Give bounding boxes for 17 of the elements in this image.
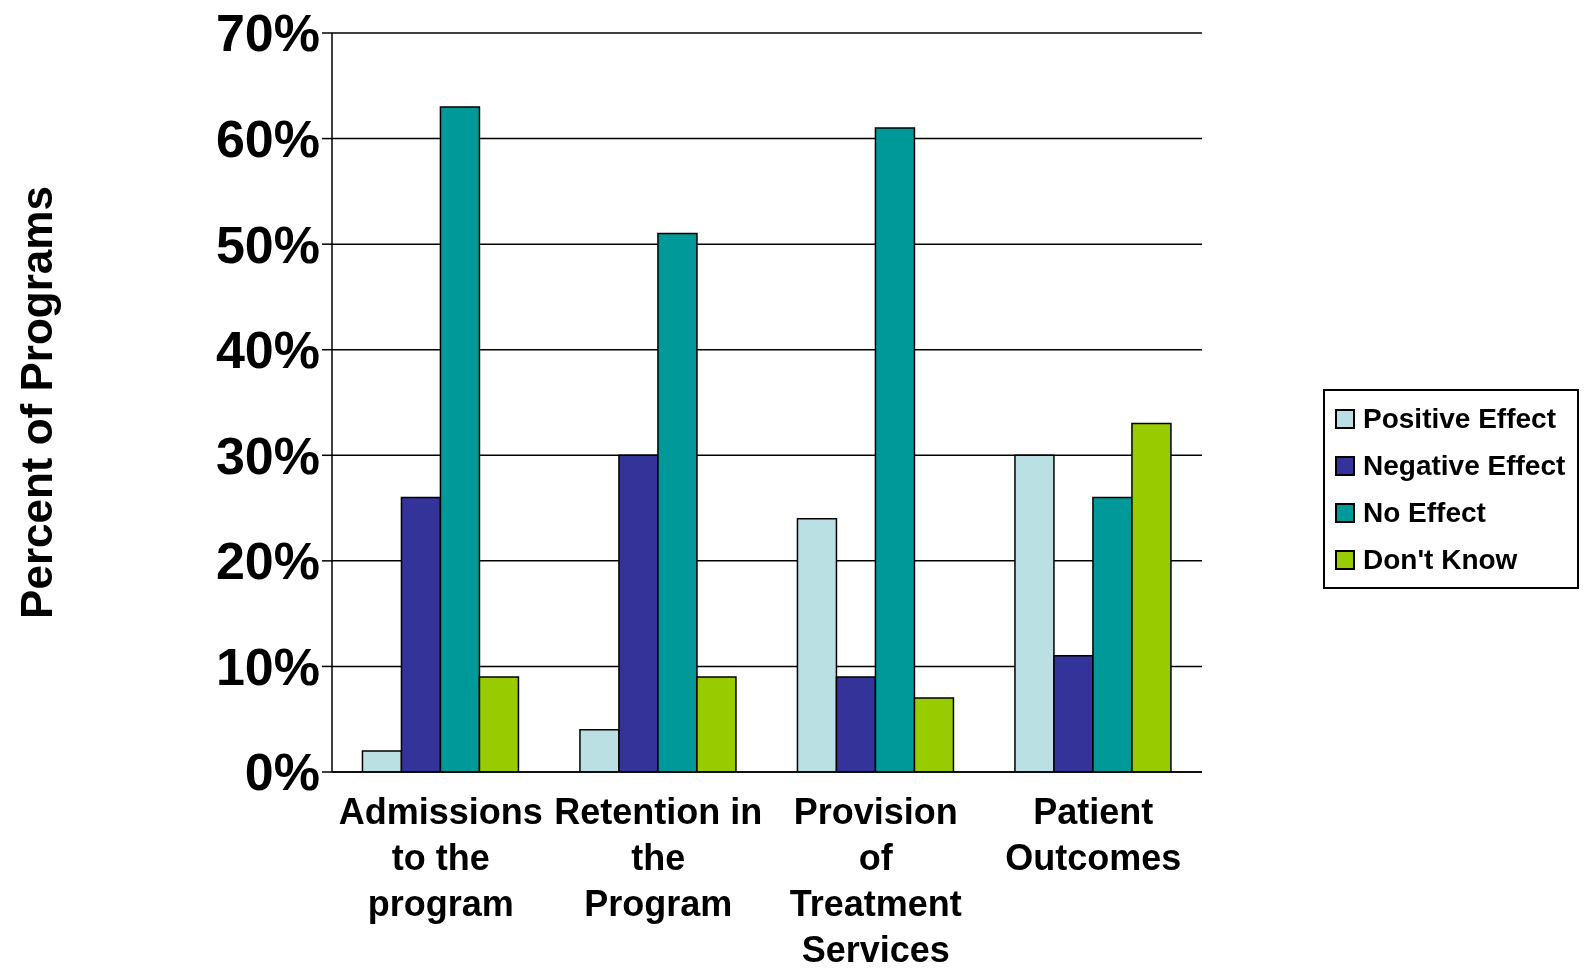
y-tick-label: 60% [215, 110, 320, 169]
legend-label: No Effect [1363, 496, 1486, 529]
x-tick-label: Patient Outcomes [1005, 791, 1182, 878]
y-axis-title: Percent of Programs [11, 186, 61, 619]
x-tick-label: Admissions to the program [338, 791, 543, 924]
y-tick-label: 0% [244, 743, 320, 802]
x-tick-label: Retention in the Program [554, 791, 763, 924]
y-tick-label: 30% [215, 426, 320, 485]
y-tick-label: 70% [215, 4, 320, 63]
y-tick-label: 50% [215, 215, 320, 274]
legend-label: Positive Effect [1363, 402, 1556, 435]
legend-label: Negative Effect [1363, 449, 1566, 482]
y-tick-label: 40% [215, 321, 320, 380]
legend-label: Don't Know [1363, 543, 1518, 576]
y-tick-label: 10% [215, 637, 320, 696]
x-tick-label: Provision of Treatment Services [789, 791, 962, 970]
y-tick-label: 20% [215, 532, 320, 591]
